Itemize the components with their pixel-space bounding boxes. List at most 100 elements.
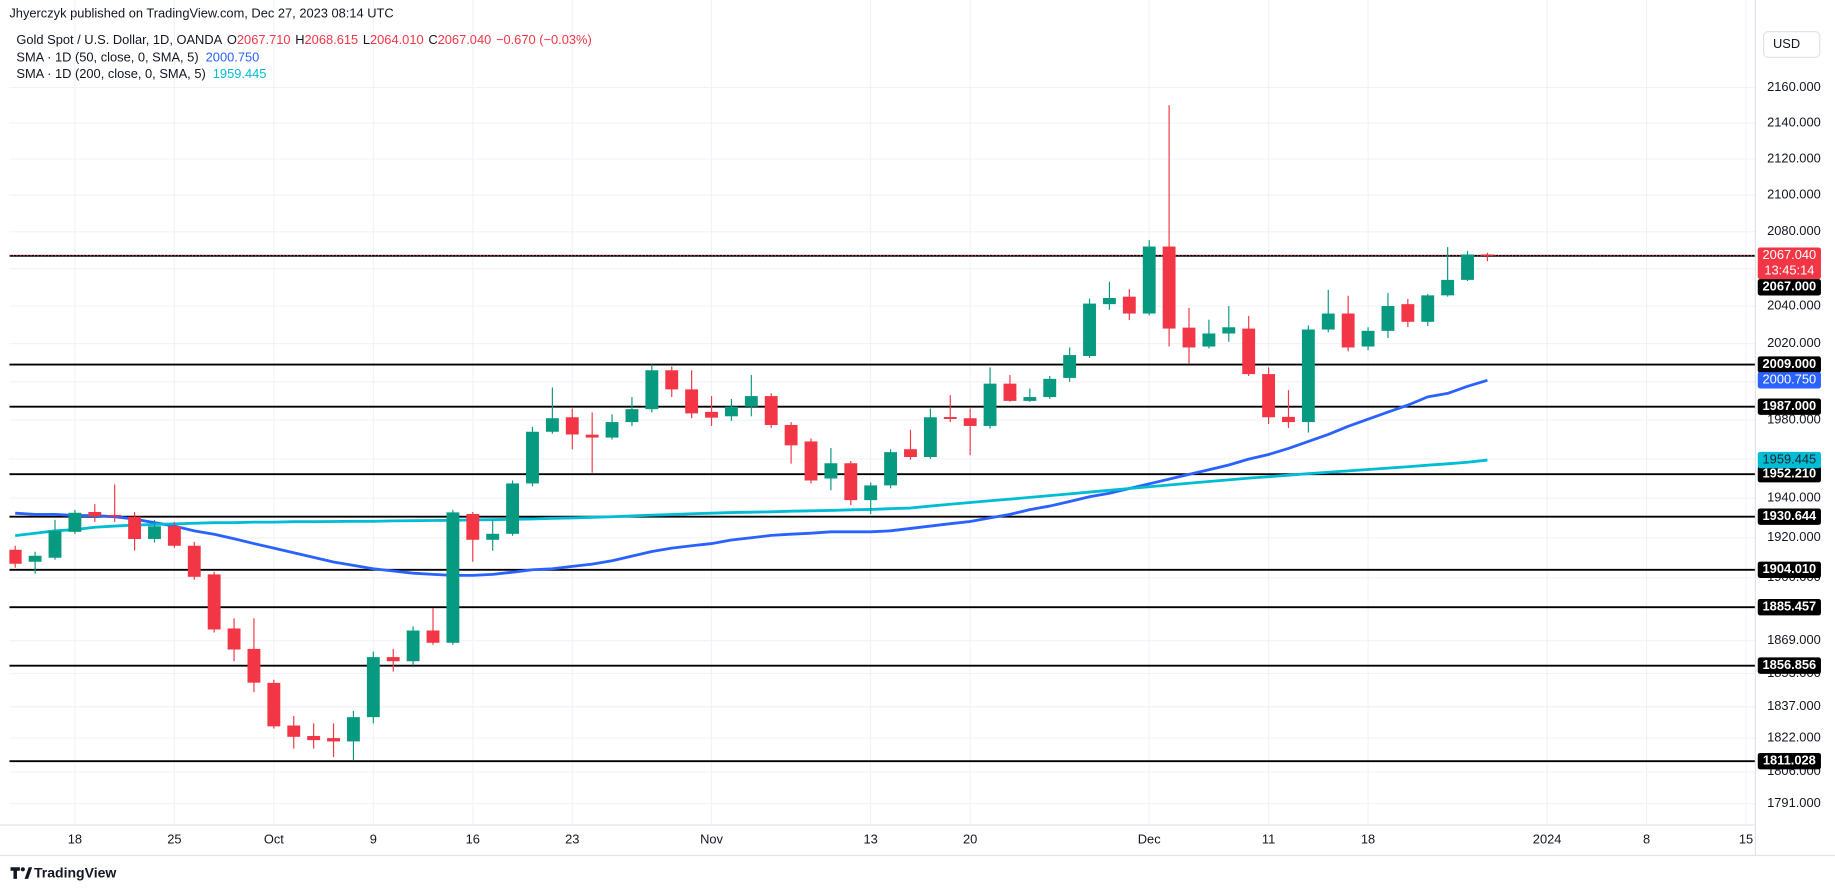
y-tick-label: 1791.000	[1767, 795, 1821, 810]
sma-label: 1959.445	[1763, 451, 1817, 466]
candle-body	[545, 418, 559, 432]
candle-body	[287, 725, 301, 737]
ohlc-value: 2068.615	[305, 32, 359, 47]
level-label: 2067.000	[1763, 279, 1817, 294]
y-tick-label: 1822.000	[1767, 729, 1821, 744]
candle-body	[1381, 306, 1395, 331]
sma-name: SMA · 1D (50, close, 0, SMA, 5)	[16, 50, 198, 65]
x-tick-label: 20	[963, 832, 977, 847]
candle-body	[824, 463, 838, 479]
candle-body	[167, 526, 181, 546]
ohlc-value: 2067.040	[438, 32, 492, 47]
candle-body	[884, 452, 898, 486]
candle-body	[1341, 313, 1355, 348]
candle-body	[645, 370, 659, 410]
candle-body	[1202, 333, 1216, 347]
candle-body	[784, 424, 798, 446]
sma-line	[15, 378, 1488, 577]
candle-body	[565, 417, 579, 435]
candle-body	[486, 533, 500, 540]
level-label: 1885.457	[1763, 599, 1817, 614]
candle-body	[705, 411, 718, 418]
candle-body	[187, 545, 201, 577]
price-change: −0.670 (−0.03%)	[496, 32, 592, 47]
level-label: 1930.644	[1763, 508, 1817, 523]
candles	[9, 105, 1494, 761]
candle-body	[864, 485, 878, 501]
candle-body	[227, 628, 241, 650]
candle-body	[386, 657, 400, 662]
x-tick-label: Dec	[1138, 832, 1161, 847]
currency-button[interactable]: USD	[1763, 31, 1821, 58]
candle-body	[1282, 416, 1295, 423]
currency-button-frame[interactable]	[1763, 31, 1821, 58]
candle-body	[148, 526, 161, 539]
symbol-name: Gold Spot / U.S. Dollar, 1D, OANDA	[16, 32, 222, 47]
candle-body	[207, 574, 221, 630]
level-label-box	[1757, 465, 1821, 483]
candle-body	[247, 648, 261, 683]
level-label-box	[1757, 356, 1821, 373]
candle-body	[1102, 297, 1116, 305]
candle-body	[764, 396, 778, 425]
x-tick-label: 2024	[1533, 832, 1562, 847]
candle-body	[625, 409, 639, 423]
candle-body	[9, 549, 22, 564]
candle-body	[88, 511, 102, 516]
candle-body	[983, 383, 997, 426]
sma-legend: SMA · 1D (200, close, 0, SMA, 5) 1959.445	[16, 66, 266, 81]
y-tick-label: 1837.000	[1767, 698, 1821, 713]
publish-info: Jhyerczyk published on TradingView.com, …	[9, 5, 393, 20]
candle-body	[904, 449, 917, 458]
currency-label[interactable]: USD	[1773, 36, 1800, 51]
candle-body	[665, 370, 679, 390]
level-label: 2009.000	[1763, 356, 1817, 371]
candle-body	[526, 431, 539, 484]
y-tick-label: 2140.000	[1767, 114, 1821, 129]
level-label-box	[1757, 508, 1821, 525]
candle-body	[844, 463, 858, 501]
x-tick-label: Oct	[264, 832, 284, 847]
sma-value: 1959.445	[213, 66, 267, 81]
candle-body	[1242, 328, 1256, 375]
candle-body	[1480, 254, 1494, 256]
x-tick-label: 9	[370, 832, 377, 847]
y-tick-label: 2020.000	[1767, 335, 1821, 350]
ohlc-key: C	[428, 32, 437, 47]
ohlc-value: 2067.710	[237, 32, 291, 47]
candle-body	[466, 513, 480, 540]
candle-body	[1361, 330, 1375, 347]
candle-body	[446, 512, 460, 643]
candle-body	[48, 530, 62, 558]
symbol-legend: Gold Spot / U.S. Dollar, 1D, OANDA O2067.…	[16, 32, 591, 47]
y-tick-label: 2080.000	[1767, 223, 1821, 238]
level-label-box	[1757, 279, 1821, 296]
sma-legend: SMA · 1D (50, close, 0, SMA, 5) 2000.750	[16, 50, 259, 65]
level-label-box	[1757, 752, 1821, 770]
x-tick-label: Nov	[700, 832, 723, 847]
candle-body	[1262, 374, 1276, 418]
level-label: 1987.000	[1763, 398, 1817, 413]
y-tick-label: 1920.000	[1767, 529, 1821, 544]
candle-body	[128, 516, 142, 539]
candle-body	[943, 417, 957, 419]
x-tick-label: 13	[864, 832, 878, 847]
candle-body	[307, 735, 321, 741]
countdown-label: 13:45:14	[1764, 262, 1814, 277]
candle-body	[267, 682, 281, 727]
y-tick-label: 1980.000	[1767, 412, 1821, 427]
level-label: 1856.856	[1763, 657, 1817, 672]
level-label: 1811.028	[1763, 753, 1816, 768]
candle-body	[1461, 254, 1474, 280]
candle-body	[346, 717, 360, 742]
candle-body	[963, 418, 977, 426]
brand-name: TradingView	[34, 864, 116, 880]
candle-body	[28, 555, 42, 562]
x-tick-label: 8	[1643, 832, 1650, 847]
sma-name: SMA · 1D (200, close, 0, SMA, 5)	[16, 66, 205, 81]
y-tick-label: 1869.000	[1767, 632, 1821, 647]
